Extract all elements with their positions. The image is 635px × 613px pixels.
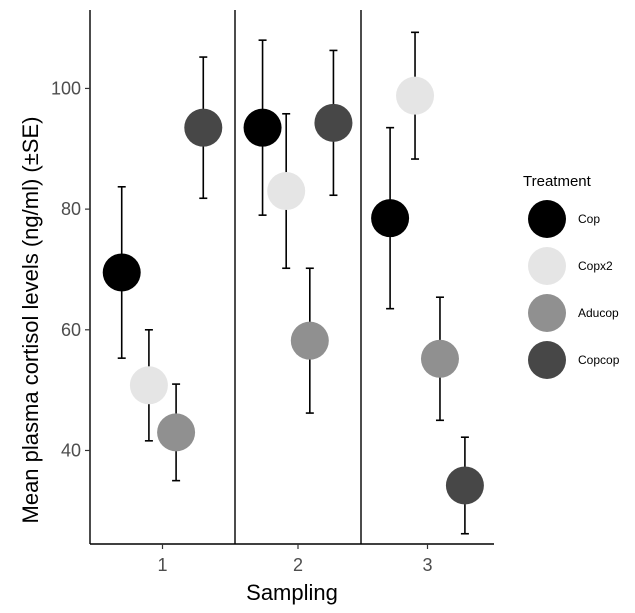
data-point-cop — [371, 199, 410, 238]
legend-label-copcop: Copcop — [578, 353, 620, 367]
data-point-copcop — [445, 466, 484, 505]
x-axis-title: Sampling — [246, 580, 338, 605]
marks-group — [102, 31, 484, 535]
y-tick-label: 100 — [51, 78, 81, 98]
y-tick-label: 60 — [61, 320, 81, 340]
data-point-copx2 — [396, 76, 435, 115]
y-tick-label: 40 — [61, 440, 81, 460]
legend-title: Treatment — [523, 173, 592, 190]
data-point-aducop — [290, 321, 329, 360]
data-point-cop — [102, 253, 141, 292]
data-point-copx2 — [267, 172, 306, 211]
data-point-copx2 — [129, 366, 168, 405]
y-axis-title: Mean plasma cortisol levels (ng/ml) (±SE… — [18, 117, 43, 524]
data-point-aducop — [157, 413, 196, 452]
data-point-aducop — [420, 339, 459, 378]
legend-key-cop — [528, 200, 566, 238]
data-point-copcop — [314, 103, 353, 142]
legend: Cop Copx2 Aducop Copcop — [528, 200, 620, 379]
axes-group: 40 60 80 100 1 2 3 — [51, 10, 494, 575]
x-tick-label: 1 — [157, 555, 167, 575]
x-tick-label: 3 — [422, 555, 432, 575]
data-point-copcop — [184, 108, 223, 147]
legend-label-copx2: Copx2 — [578, 259, 613, 273]
data-point-cop — [243, 108, 282, 147]
x-tick-label: 2 — [293, 555, 303, 575]
legend-key-aducop — [528, 294, 566, 332]
legend-key-copcop — [528, 341, 566, 379]
legend-key-copx2 — [528, 247, 566, 285]
y-tick-label: 80 — [61, 199, 81, 219]
legend-label-cop: Cop — [578, 212, 600, 226]
panel-group — [234, 10, 362, 544]
legend-label-aducop: Aducop — [578, 306, 619, 320]
